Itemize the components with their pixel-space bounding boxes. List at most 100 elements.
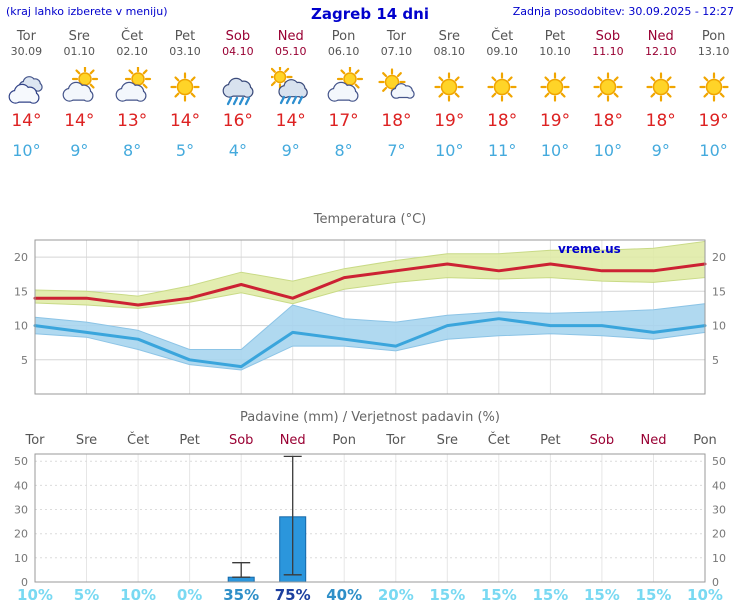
precip-probability: 15% — [584, 586, 620, 604]
day-name: Tor — [16, 29, 36, 44]
sunny-icon — [423, 67, 476, 107]
high-temp: 18° — [645, 111, 676, 131]
forecast-day: Pon 13.10 19° 10° — [687, 29, 740, 160]
day-name: Sob — [225, 29, 251, 44]
partly-cloudy-icon — [53, 67, 106, 107]
day-name: Pon — [331, 29, 356, 44]
axis-day-label: Sre — [76, 433, 97, 448]
day-date: 11.10 — [592, 45, 624, 58]
forecast-day: Sob 11.10 18° 10° — [581, 29, 634, 160]
forecast-day: Čet 02.10 13° 8° — [106, 29, 159, 160]
axis-day-label: Sob — [229, 433, 253, 448]
y-tick-label: 40 — [712, 479, 726, 492]
day-name: Ned — [647, 29, 674, 44]
tmax-line — [33, 262, 707, 307]
y-tick-label: 10 — [14, 552, 28, 565]
axis-day-label: Sob — [590, 433, 614, 448]
precip-probability: 10% — [120, 586, 156, 604]
sunny-icon — [687, 67, 740, 107]
y-tick-label: 10 — [712, 320, 726, 333]
low-temp: 10° — [12, 141, 41, 160]
high-temp: 18° — [592, 111, 623, 131]
forecast-day: Ned 05.10 14° 9° — [264, 29, 317, 160]
precip-probability: 15% — [636, 586, 672, 604]
low-temp: 9° — [651, 141, 670, 160]
day-date: 03.10 — [169, 45, 201, 58]
axis-day-label: Pon — [693, 433, 717, 448]
high-temp: 19° — [539, 111, 571, 131]
day-date: 04.10 — [222, 45, 254, 58]
forecast-day: Tor 30.09 14° 10° — [0, 29, 53, 160]
low-temp: 10° — [593, 141, 623, 160]
day-date: 07.10 — [380, 45, 413, 58]
low-temp: 10° — [699, 141, 728, 160]
y-tick-label: 10 — [14, 320, 28, 333]
high-temp: 18° — [487, 111, 518, 131]
brand-watermark: vreme.us — [558, 242, 621, 256]
cloudy-icon — [0, 67, 53, 107]
temperature-chart-title: Temperatura (°C) — [313, 212, 427, 227]
day-date: 13.10 — [697, 45, 730, 58]
partly-cloudy-icon — [317, 67, 370, 107]
last-update: Zadnja posodobitev: 30.09.2025 - 12:27 — [512, 5, 735, 18]
partly-cloudy-icon — [106, 67, 159, 107]
precipitation-chart: Tor Sre Čet Pet Sob Ned Pon Tor Sre Čet Pet Sob Ned P… — [0, 430, 740, 604]
precipitation-chart-title: Padavine (mm) / Verjetnost padavin (%) — [240, 410, 500, 425]
precip-whisker — [232, 562, 251, 578]
high-temp: 18° — [381, 111, 412, 131]
day-name: Sob — [595, 29, 621, 44]
day-name: Pet — [174, 29, 196, 44]
day-date: 05.10 — [274, 45, 307, 58]
low-temp: 8° — [123, 141, 142, 160]
temperature-chart: 5 5 10 10 15 15 20 20 vreme.us — [0, 234, 740, 400]
y-tick-label: 30 — [712, 504, 726, 517]
day-date: 01.10 — [63, 45, 96, 58]
precip-probability: 15% — [481, 586, 517, 604]
forecast-day: Sob 04.10 16° 4° — [211, 29, 264, 160]
axis-day-label: Ned — [280, 433, 306, 448]
low-temp: 8° — [334, 141, 353, 160]
y-tick-label: 20 — [712, 251, 726, 264]
precip-probability: 10% — [17, 586, 53, 604]
sunny-icon — [634, 67, 687, 107]
y-tick-label: 15 — [712, 285, 726, 298]
y-tick-label: 20 — [712, 528, 726, 541]
y-tick-label: 5 — [712, 354, 719, 367]
axis-day-label: Pet — [540, 433, 560, 448]
sun-rain-icon — [264, 67, 317, 107]
day-name: Sre — [68, 29, 90, 44]
day-date: 10.10 — [539, 45, 571, 58]
y-tick-label: 20 — [14, 251, 28, 264]
forecast-day: Ned 12.10 18° 9° — [634, 29, 687, 160]
y-tick-label: 30 — [14, 504, 28, 517]
low-temp: 10° — [435, 141, 464, 160]
low-temp: 7° — [387, 141, 406, 160]
axis-day-label: Ned — [641, 433, 667, 448]
axis-day-label: Pon — [332, 433, 356, 448]
y-tick-label: 40 — [14, 479, 28, 492]
axis-day-label: Tor — [385, 433, 406, 448]
forecast-day: Pet 03.10 14° 5° — [159, 29, 212, 160]
low-temp: 9° — [281, 141, 300, 160]
day-date: 12.10 — [644, 45, 677, 58]
sunny-icon — [581, 67, 634, 107]
day-name: Ned — [277, 29, 304, 44]
y-tick-label: 15 — [14, 285, 28, 298]
low-temp: 9° — [70, 141, 89, 160]
y-tick-label: 10 — [712, 552, 726, 565]
high-temp: 14° — [275, 111, 306, 131]
precip-probability: 5% — [74, 586, 99, 604]
day-name: Sre — [438, 29, 460, 44]
low-temp: 5° — [175, 141, 195, 160]
y-tick-label: 5 — [21, 354, 28, 367]
low-temp: 10° — [540, 141, 570, 160]
forecast-day: Sre 08.10 19° 10° — [423, 29, 476, 160]
low-temp: 11° — [487, 141, 517, 160]
sunny-icon — [529, 67, 582, 107]
precip-probability: 0% — [177, 586, 202, 604]
high-temp: 13° — [117, 111, 148, 131]
precip-probability: 20% — [378, 586, 414, 604]
y-tick-label: 50 — [14, 455, 28, 468]
high-temp: 16° — [222, 111, 253, 131]
